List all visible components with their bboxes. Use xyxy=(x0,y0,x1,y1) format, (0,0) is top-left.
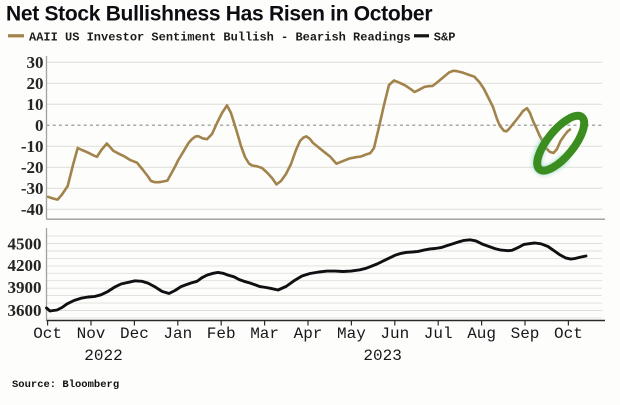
svg-text:20: 20 xyxy=(27,74,44,93)
svg-text:0: 0 xyxy=(35,116,44,135)
svg-text:Source: Bloomberg: Source: Bloomberg xyxy=(12,379,119,391)
svg-text:-10: -10 xyxy=(21,137,44,156)
svg-text:2022: 2022 xyxy=(84,347,122,365)
svg-text:Nov: Nov xyxy=(77,325,106,343)
svg-text:Mar: Mar xyxy=(250,325,279,343)
svg-text:-30: -30 xyxy=(21,179,44,198)
svg-text:Net Stock Bullishness Has Rise: Net Stock Bullishness Has Risen in Octob… xyxy=(6,3,432,26)
svg-text:Oct: Oct xyxy=(554,325,583,343)
svg-text:AAII US Investor Sentiment Bul: AAII US Investor Sentiment Bullish - Bea… xyxy=(29,31,411,45)
svg-text:10: 10 xyxy=(27,95,44,114)
svg-text:Jun: Jun xyxy=(380,325,409,343)
svg-text:Oct: Oct xyxy=(33,325,62,343)
svg-text:2023: 2023 xyxy=(363,347,401,365)
svg-text:S&P: S&P xyxy=(434,31,456,45)
svg-text:4500: 4500 xyxy=(8,234,42,253)
svg-text:May: May xyxy=(337,325,366,343)
svg-text:Feb: Feb xyxy=(207,325,236,343)
svg-text:3600: 3600 xyxy=(8,301,42,320)
svg-text:Aug: Aug xyxy=(467,325,496,343)
svg-text:4200: 4200 xyxy=(8,256,42,275)
svg-text:-40: -40 xyxy=(21,200,44,219)
svg-text:30: 30 xyxy=(27,53,44,72)
svg-text:Jul: Jul xyxy=(424,325,453,343)
svg-text:Jan: Jan xyxy=(163,325,192,343)
svg-text:-20: -20 xyxy=(21,158,44,177)
svg-text:3900: 3900 xyxy=(8,278,42,297)
svg-text:Sep: Sep xyxy=(511,325,540,343)
svg-text:Apr: Apr xyxy=(294,325,323,343)
svg-text:Dec: Dec xyxy=(120,325,149,343)
